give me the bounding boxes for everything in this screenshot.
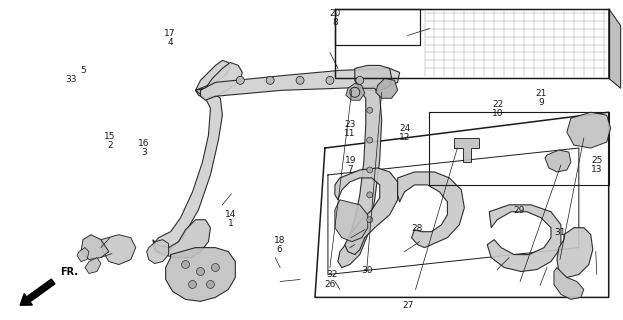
Text: 27: 27: [402, 301, 413, 310]
Polygon shape: [355, 65, 392, 90]
Text: 25: 25: [591, 156, 602, 165]
Text: 19: 19: [345, 156, 356, 165]
Text: 17: 17: [164, 29, 176, 38]
Polygon shape: [153, 220, 211, 258]
Circle shape: [181, 260, 189, 268]
Text: 4: 4: [167, 38, 173, 47]
Polygon shape: [567, 112, 611, 148]
Circle shape: [196, 268, 204, 276]
Polygon shape: [609, 9, 621, 88]
Polygon shape: [147, 240, 169, 264]
Circle shape: [326, 76, 334, 84]
FancyArrow shape: [20, 279, 55, 305]
Polygon shape: [201, 68, 399, 100]
Text: 22: 22: [492, 100, 503, 109]
Circle shape: [189, 280, 196, 288]
Text: 8: 8: [332, 18, 338, 27]
Polygon shape: [338, 88, 382, 268]
Text: 31: 31: [554, 228, 565, 237]
Text: 2: 2: [107, 141, 113, 150]
Circle shape: [211, 264, 219, 271]
Polygon shape: [335, 200, 368, 242]
Polygon shape: [397, 172, 464, 248]
Circle shape: [367, 107, 373, 113]
Polygon shape: [335, 168, 397, 255]
Text: 6: 6: [277, 245, 282, 254]
Polygon shape: [557, 228, 592, 277]
Polygon shape: [77, 248, 89, 261]
Text: 33: 33: [65, 75, 77, 84]
Text: 10: 10: [492, 109, 503, 118]
Polygon shape: [196, 62, 242, 98]
Polygon shape: [376, 78, 397, 98]
Circle shape: [266, 76, 274, 84]
Circle shape: [367, 167, 373, 173]
Text: 14: 14: [225, 210, 237, 219]
Text: 32: 32: [326, 269, 338, 279]
Text: 30: 30: [361, 266, 373, 276]
Polygon shape: [454, 138, 479, 162]
Polygon shape: [153, 88, 222, 255]
Text: 15: 15: [104, 132, 116, 141]
Text: 5: 5: [80, 66, 86, 75]
Circle shape: [367, 192, 373, 198]
Text: 21: 21: [535, 89, 547, 98]
Polygon shape: [101, 235, 136, 265]
Text: 23: 23: [345, 120, 356, 130]
Polygon shape: [81, 235, 109, 260]
Polygon shape: [554, 268, 584, 300]
Text: FR.: FR.: [60, 267, 78, 276]
Text: 28: 28: [411, 224, 422, 233]
Text: 11: 11: [345, 129, 356, 138]
Text: 3: 3: [141, 148, 147, 156]
Circle shape: [206, 280, 214, 288]
Circle shape: [296, 76, 304, 84]
Text: 12: 12: [399, 133, 410, 142]
Text: 18: 18: [273, 236, 285, 245]
Text: 29: 29: [513, 206, 525, 215]
Polygon shape: [196, 60, 231, 90]
Polygon shape: [346, 83, 365, 100]
Polygon shape: [487, 205, 561, 271]
Text: 16: 16: [138, 139, 150, 148]
Circle shape: [367, 217, 373, 223]
Text: 9: 9: [538, 98, 544, 107]
Text: 26: 26: [325, 280, 336, 289]
Text: 24: 24: [399, 124, 410, 133]
Circle shape: [356, 76, 364, 84]
Text: 20: 20: [330, 9, 341, 18]
Text: 7: 7: [348, 165, 353, 174]
Circle shape: [367, 137, 373, 143]
Text: 1: 1: [228, 219, 234, 228]
Polygon shape: [166, 248, 235, 301]
Text: 13: 13: [591, 165, 602, 174]
Circle shape: [236, 76, 244, 84]
Polygon shape: [85, 258, 101, 274]
Polygon shape: [545, 150, 571, 172]
